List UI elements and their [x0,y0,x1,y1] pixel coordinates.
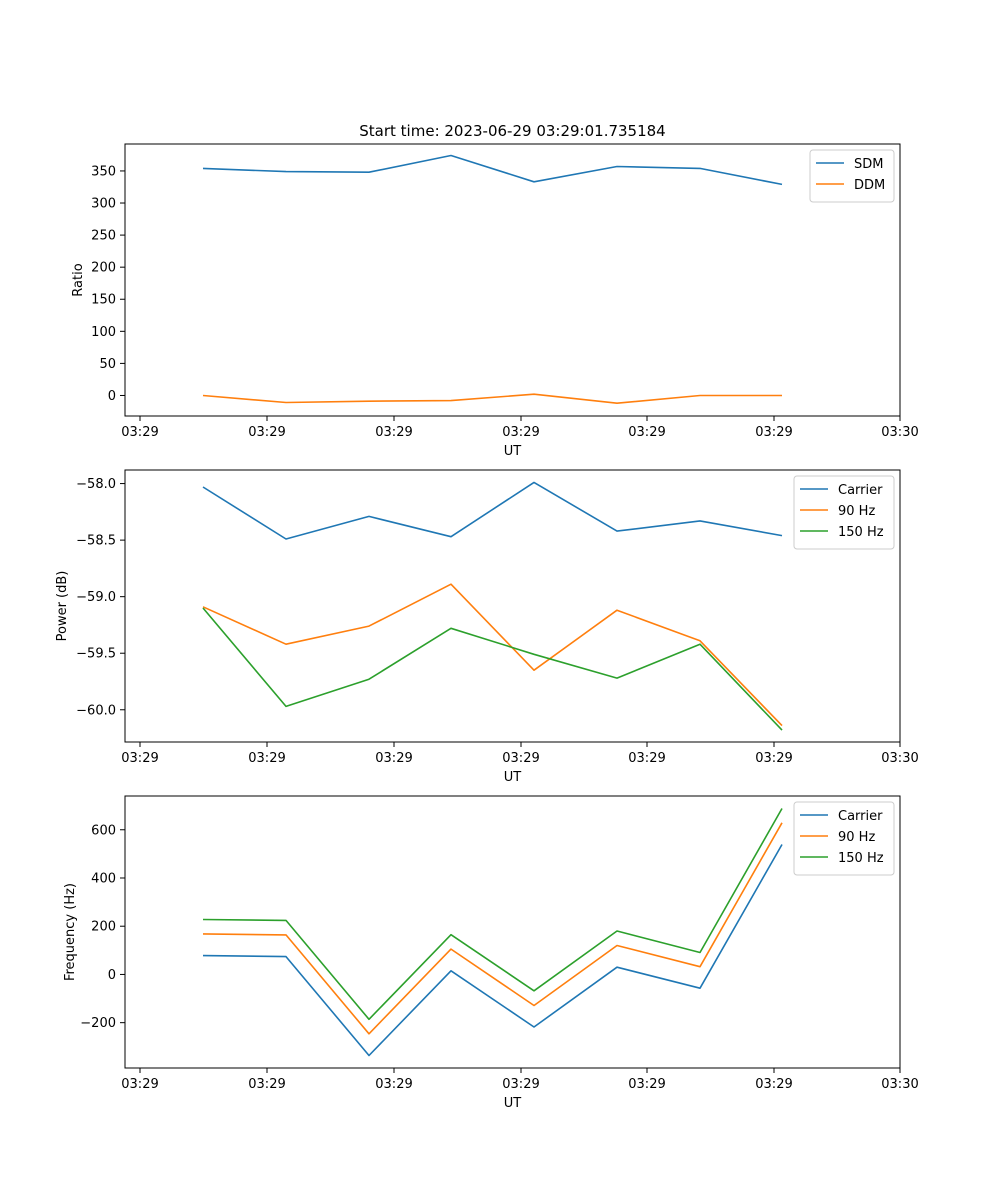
series-line-carrier [202,844,783,1057]
x-tick-label: 03:29 [248,751,285,766]
legend-label: Carrier [838,483,883,498]
x-axis-label: UT [504,770,522,785]
y-axis-label: Frequency (Hz) [63,883,78,981]
x-axis-label: UT [504,444,522,459]
y-tick-label: 0 [108,389,116,404]
x-tick-label: 03:29 [121,425,158,440]
legend-label: 150 Hz [838,525,884,540]
y-axis-label: Power (dB) [55,571,70,642]
series-line-ddm [202,393,782,405]
x-tick-label: 03:29 [502,1077,539,1092]
x-tick-label: 03:29 [628,751,665,766]
legend-label: DDM [854,178,885,193]
plot-frame [124,143,901,417]
x-tick-label: 03:30 [881,1077,918,1092]
y-tick-label: 100 [91,325,116,340]
y-tick-label: −200 [80,1016,116,1031]
x-tick-label: 03:29 [628,425,665,440]
series-line-150-hz [202,808,783,1021]
series-line-sdm [202,154,783,186]
x-tick-label: 03:29 [628,1077,665,1092]
panel-2: 03:29 03:29 03:29 03:29 03:29 03:29 03:30 UT −60… [55,469,919,785]
y-tick-label: −58.0 [76,477,116,492]
panel-3: 03:29 03:29 03:29 03:29 03:29 03:29 03:30 UT −20… [63,795,919,1111]
x-tick-label: 03:29 [248,425,285,440]
plot-frame [124,795,901,1069]
y-tick-label: 200 [91,261,116,276]
x-tick-label: 03:29 [375,751,412,766]
legend-label: SDM [854,157,883,172]
y-tick-label: 200 [91,920,116,935]
legend-label: 90 Hz [838,830,875,845]
y-tick-label: 300 [91,197,116,212]
y-tick-label: 50 [99,357,116,372]
series-line-carrier [202,481,783,540]
x-tick-label: 03:29 [375,1077,412,1092]
series-line-90-hz [202,822,783,1035]
y-tick-label: −58.5 [76,534,116,549]
y-axis-label: Ratio [71,263,86,296]
x-tick-label: 03:29 [248,1077,285,1092]
legend: SDM DDM [809,149,895,203]
x-tick-label: 03:29 [755,1077,792,1092]
y-tick-label: 150 [91,293,116,308]
y-tick-label: 350 [91,164,116,179]
panels: 03:29 03:29 03:29 03:29 03:29 03:29 03:30 UT 0 50… [55,143,919,1111]
y-tick-label: 400 [91,871,116,886]
y-tick-label: 600 [91,823,116,838]
x-tick-label: 03:29 [502,425,539,440]
y-tick-label: −59.0 [76,590,116,605]
legend: Carrier 90 Hz 150 Hz [793,475,895,550]
series-line-150-hz [202,607,783,731]
legend-label: 150 Hz [838,851,884,866]
plot-frame [124,469,901,743]
chart-title: Start time: 2023-06-29 03:29:01.735184 [359,122,665,140]
x-tick-label: 03:29 [375,425,412,440]
legend-label: 90 Hz [838,504,875,519]
x-tick-label: 03:29 [755,751,792,766]
series-line-90-hz [202,583,783,727]
x-tick-label: 03:30 [881,751,918,766]
y-tick-label: −59.5 [76,647,116,662]
y-tick-label: 0 [108,968,116,983]
legend: Carrier 90 Hz 150 Hz [793,801,895,876]
y-tick-label: 250 [91,229,116,244]
y-tick-label: −60.0 [76,703,116,718]
x-tick-label: 03:29 [121,1077,158,1092]
panel-1: 03:29 03:29 03:29 03:29 03:29 03:29 03:30 UT 0 50… [71,143,919,459]
x-tick-label: 03:30 [881,425,918,440]
legend-label: Carrier [838,809,883,824]
x-tick-label: 03:29 [121,751,158,766]
x-tick-label: 03:29 [755,425,792,440]
x-tick-label: 03:29 [502,751,539,766]
x-axis-label: UT [504,1096,522,1111]
